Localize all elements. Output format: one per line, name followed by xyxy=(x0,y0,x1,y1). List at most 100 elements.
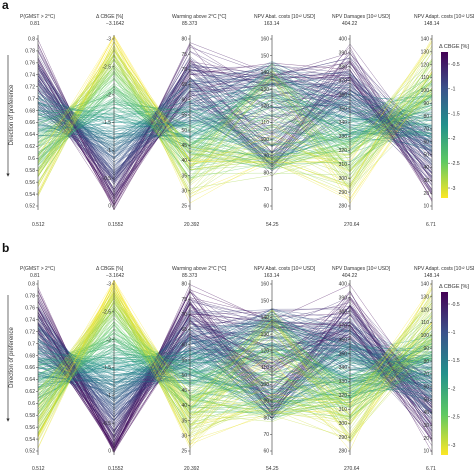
axis-tick-label: 60 xyxy=(181,97,187,103)
axis-top-value: 163.14 xyxy=(264,21,280,27)
solution-line xyxy=(37,358,433,402)
solution-line xyxy=(37,309,433,418)
solution-line xyxy=(37,72,433,177)
solution-line xyxy=(37,353,433,397)
solution-line xyxy=(37,58,433,159)
axis-tick-label: 40 xyxy=(181,158,187,164)
solution-line xyxy=(37,46,433,180)
axis-tick-label: 360 xyxy=(339,92,348,98)
axis-title: Warming above 2°C [°C] xyxy=(172,14,227,20)
solution-line xyxy=(37,50,433,185)
axis-top-value: 0.81 xyxy=(30,273,40,279)
axis-tick-label: 350 xyxy=(339,351,348,357)
solution-line xyxy=(37,317,433,407)
axis-tick-label: 320 xyxy=(339,393,348,399)
solution-line xyxy=(37,67,433,161)
solution-line xyxy=(37,62,433,177)
axis-tick-label: 80 xyxy=(181,37,187,43)
solution-line xyxy=(37,34,433,185)
axis-tick-label: 150 xyxy=(261,53,270,59)
axis-top-value: 404.22 xyxy=(342,273,358,279)
axis-tick-label: 130 xyxy=(261,332,270,338)
solution-line xyxy=(37,43,433,211)
axis-bottom-value: 20.392 xyxy=(184,222,200,228)
axis-tick-label: 30 xyxy=(423,423,429,429)
axis-bottom-value: 54.25 xyxy=(266,466,279,472)
axis-tick-label: 0.6 xyxy=(28,401,35,407)
axis-tick-label: 0.8 xyxy=(28,37,35,43)
axis-tick-label: 30 xyxy=(423,178,429,184)
solution-line xyxy=(37,309,433,420)
axis-tick-label: 70 xyxy=(181,312,187,318)
solution-line xyxy=(37,294,433,443)
axis-tick-label: 110 xyxy=(261,120,269,126)
axis-2: Warming above 2°C [°C]85.373 20.392 80 75 70… xyxy=(172,266,227,472)
solution-line xyxy=(37,337,433,402)
solution-line xyxy=(37,89,433,162)
solution-line xyxy=(37,290,433,449)
axis-tick-label: 45 xyxy=(181,388,187,394)
axis-4: NPV Damages [10¹² USD]404.22 270.64 400 390… xyxy=(332,266,391,472)
axis-tick-label: 70 xyxy=(181,67,187,73)
solution-line xyxy=(37,109,433,162)
solution-line xyxy=(37,64,433,187)
axis-bottom-value: 0.512 xyxy=(32,466,45,472)
axis-tick-label: 370 xyxy=(339,323,348,329)
colorbar-tick-label: -1.5 xyxy=(451,358,460,364)
solution-line xyxy=(37,58,433,177)
axis-tick-label: 80 xyxy=(423,359,429,365)
solution-line xyxy=(37,310,433,419)
colorbar-tick-label: -2.5 xyxy=(451,161,460,167)
solution-line xyxy=(37,109,433,160)
axis-tick-label: 0.76 xyxy=(25,61,35,67)
solution-line xyxy=(37,60,433,179)
solution-line xyxy=(37,101,433,146)
axis-top-value: 148.14 xyxy=(424,273,440,279)
solution-line xyxy=(37,45,433,186)
axis-tick-label: 400 xyxy=(339,282,348,288)
solution-line xyxy=(37,302,433,412)
axis-tick-label: 0.58 xyxy=(25,168,35,174)
axis-tick-label: -2 xyxy=(107,92,112,98)
axis-tick-label: -1.5 xyxy=(102,365,111,371)
solution-line xyxy=(37,300,433,415)
axis-tick-label: -2.5 xyxy=(102,65,111,71)
solution-line xyxy=(37,308,433,429)
axis-tick-label: 0.52 xyxy=(25,204,35,210)
solution-line xyxy=(37,295,433,437)
solution-line xyxy=(37,312,433,454)
axis-tick-label: 0.7 xyxy=(28,96,35,102)
colorbar-gradient xyxy=(441,292,448,455)
solution-line xyxy=(37,311,433,393)
axis-tick-label: 30 xyxy=(181,189,187,195)
solution-line xyxy=(37,72,433,167)
solution-line xyxy=(37,92,433,181)
axis-title: NPV Adapt. costs [10¹² USD] xyxy=(414,266,474,272)
axis-bottom-value: 6.71 xyxy=(426,466,436,472)
axis-tick-label: 300 xyxy=(339,176,348,182)
colorbar-tick-label: -3 xyxy=(451,443,456,449)
axis-tick-label: 70 xyxy=(263,432,269,438)
axis-tick-label: 0 xyxy=(108,449,111,455)
axis-top-value: 163.14 xyxy=(264,273,280,279)
axis-tick-label: 320 xyxy=(339,148,348,154)
axis-tick-label: 280 xyxy=(339,204,348,210)
solution-line xyxy=(37,68,433,180)
solution-line xyxy=(37,300,433,438)
axis-tick-label: 80 xyxy=(181,282,187,288)
solution-line xyxy=(37,337,433,379)
axis-1: Δ CBGE [%]−3.1642 0.1552 -3 -2.5 -2 -1.5 -1 -0.… xyxy=(96,14,124,228)
axis-tick-label: 330 xyxy=(339,134,348,140)
axis-tick-label: 310 xyxy=(339,162,348,168)
axis-tick-label: -3 xyxy=(107,37,112,43)
solution-line xyxy=(37,323,433,448)
axis-tick-label: 0.78 xyxy=(25,294,35,300)
axis-tick-label: 0.68 xyxy=(25,353,35,359)
axis-tick-label: 0.74 xyxy=(25,317,35,323)
solution-line xyxy=(37,308,433,416)
solution-line xyxy=(37,291,433,443)
axis-tick-label: 20 xyxy=(423,191,429,197)
solution-line xyxy=(37,43,433,202)
axis-tick-label: 400 xyxy=(339,37,348,43)
axis-tick-label: 0.72 xyxy=(25,84,35,90)
